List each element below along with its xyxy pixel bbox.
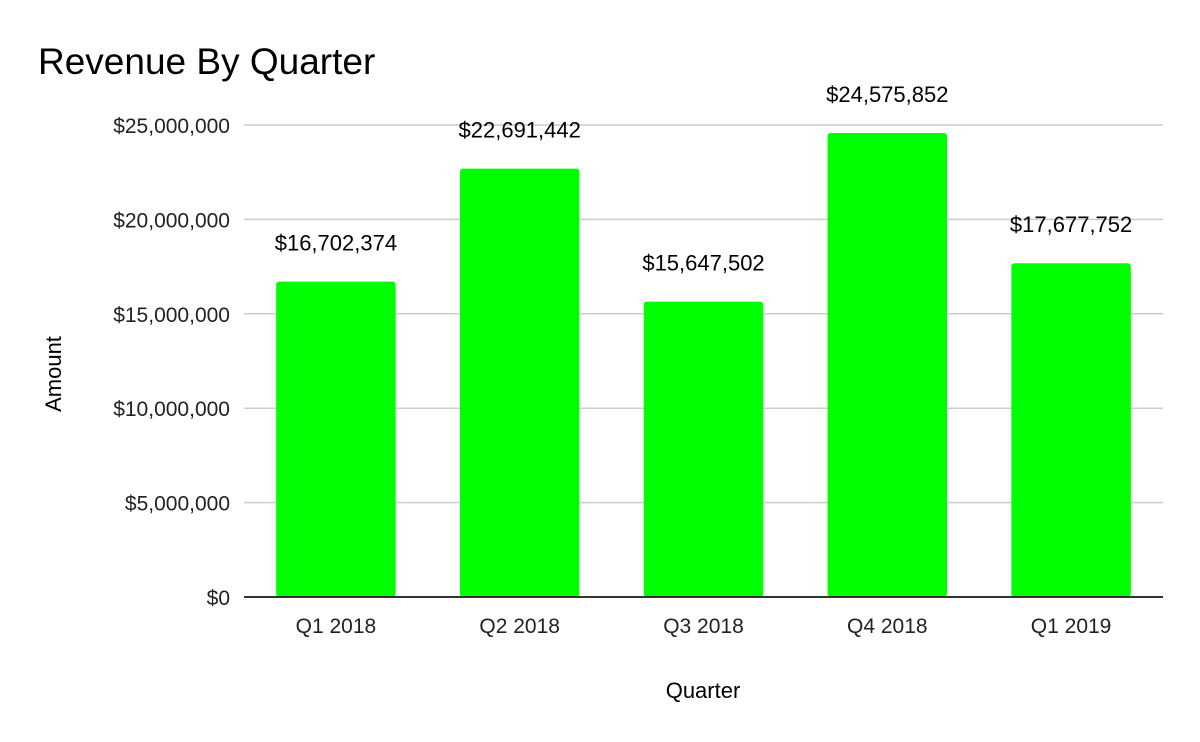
x-tick-label: Q1 2019 (1031, 615, 1112, 638)
x-tick-label: Q4 2018 (847, 615, 928, 638)
y-tick-label: $25,000,000 (113, 115, 230, 138)
bar-value-label: $17,677,752 (1010, 212, 1132, 237)
x-tick-label: Q1 2018 (296, 615, 377, 638)
x-axis-label: Quarter (666, 678, 741, 703)
y-axis-label: Amount (41, 336, 66, 412)
chart-title: Revenue By Quarter (38, 41, 375, 82)
y-tick-label: $10,000,000 (113, 398, 230, 421)
bar-value-label: $16,702,374 (275, 231, 397, 256)
bar (1011, 263, 1131, 597)
y-tick-label: $15,000,000 (113, 304, 230, 327)
bar (276, 281, 396, 597)
y-axis-ticks: $0 $5,000,000 $10,000,000 $15,000,000 $20,00… (113, 115, 230, 610)
bar-value-label: $15,647,502 (642, 251, 764, 276)
bar-value-label: $22,691,442 (459, 118, 581, 143)
x-axis-ticks: Q1 2018 Q2 2018 Q3 2018 Q4 2018 Q1 2019 (296, 615, 1112, 638)
bar (643, 301, 764, 597)
y-tick-label: $0 (207, 587, 230, 610)
bar-value-label: $24,575,852 (826, 82, 948, 107)
y-tick-label: $5,000,000 (125, 493, 230, 516)
bars (276, 133, 1131, 597)
bar (827, 133, 948, 597)
x-tick-label: Q2 2018 (479, 615, 560, 638)
bar (459, 168, 580, 597)
data-labels: $16,702,374 $22,691,442 $15,647,502 $24,575… (275, 82, 1133, 276)
y-tick-label: $20,000,000 (113, 209, 230, 232)
x-tick-label: Q3 2018 (663, 615, 744, 638)
